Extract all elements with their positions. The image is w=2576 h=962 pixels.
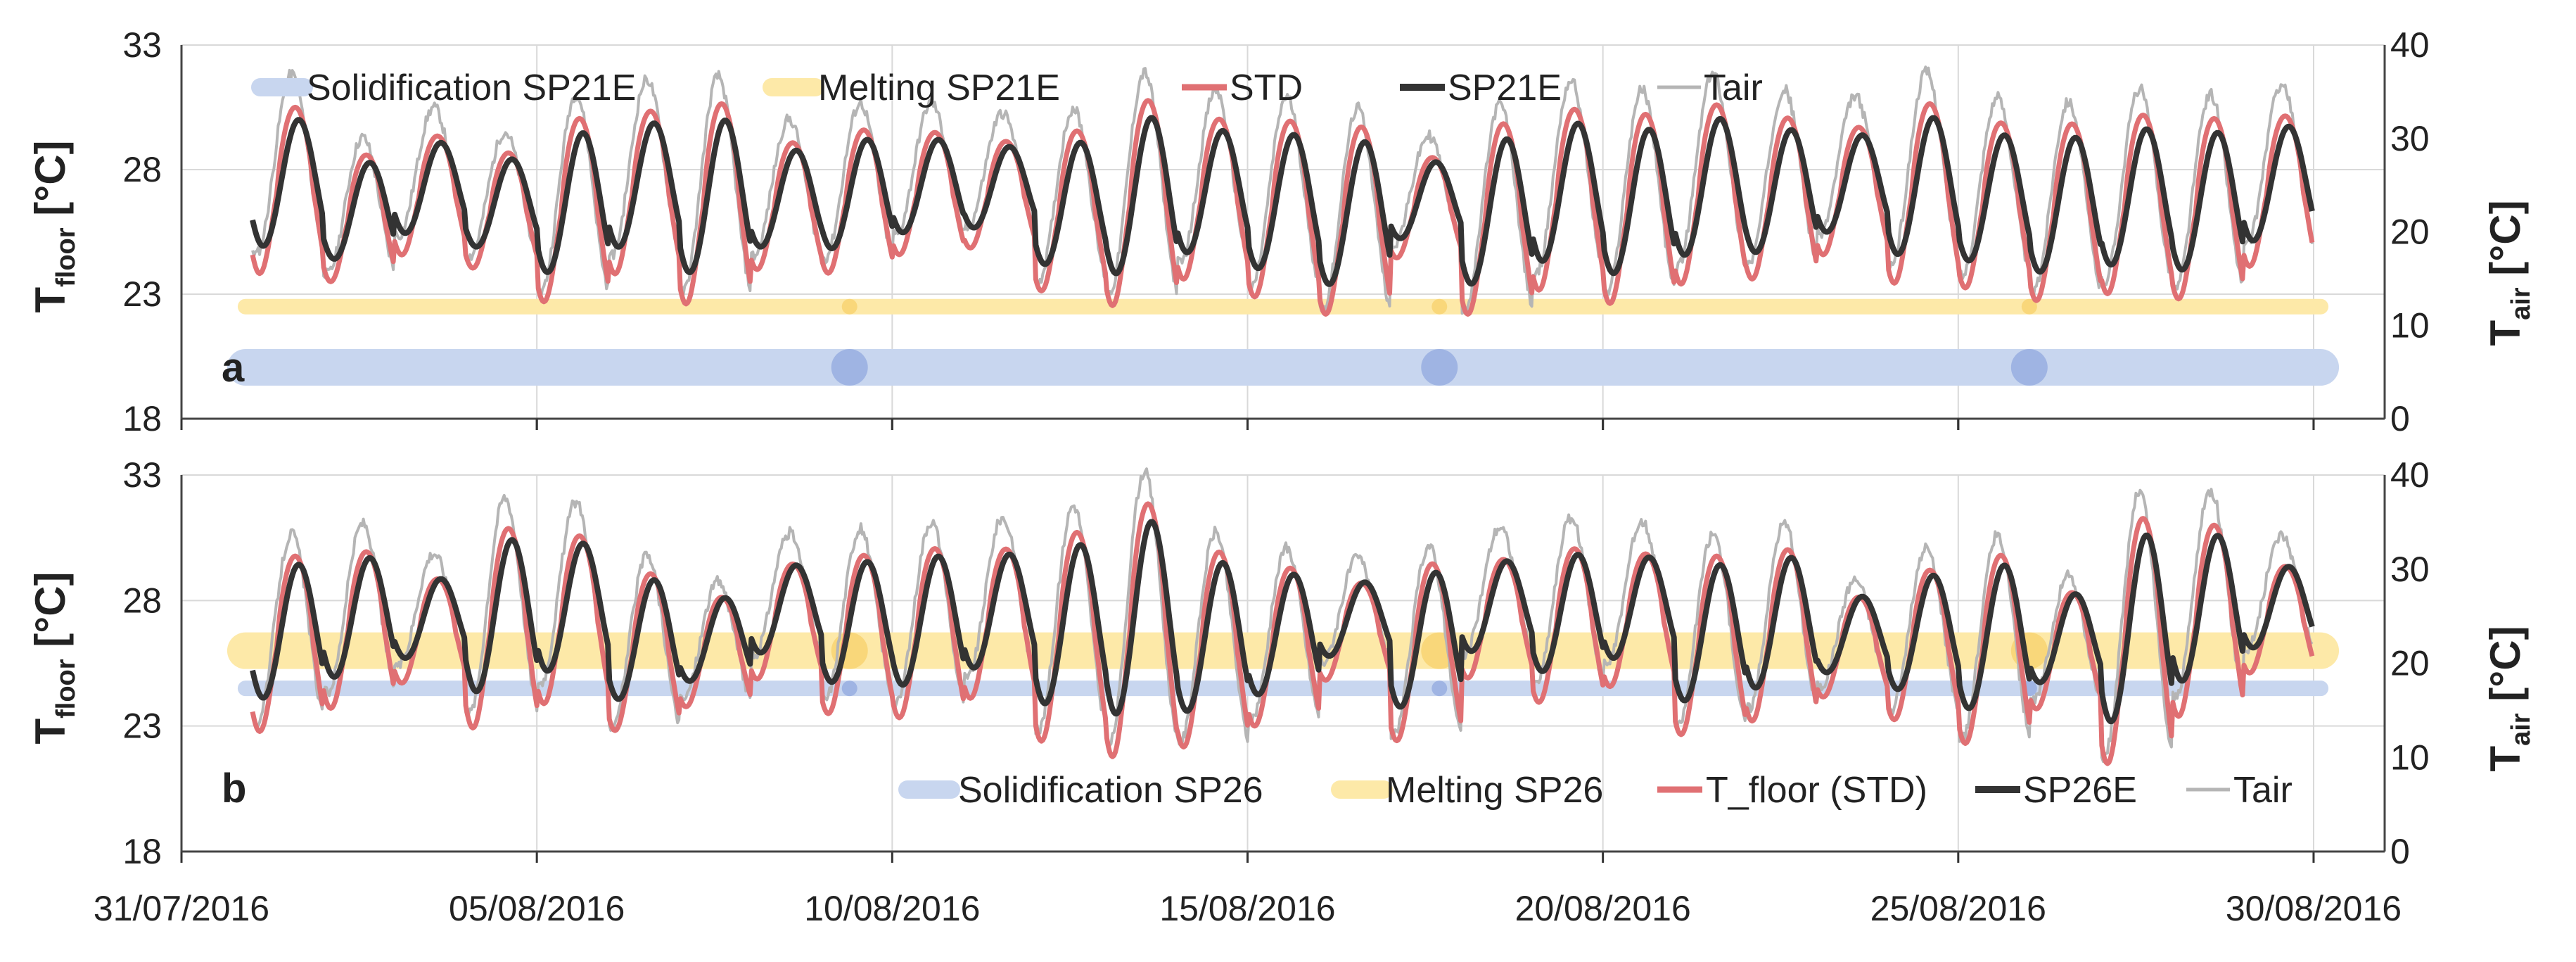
left-tick-label: 33 <box>122 25 162 65</box>
melting-marker <box>2021 298 2037 315</box>
x-tick-label: 31/07/2016 <box>94 889 269 928</box>
x-tick-label: 10/08/2016 <box>804 889 980 928</box>
right-axis-title-b-main: T <box>2482 746 2529 772</box>
solidification-marker <box>831 348 868 386</box>
svg-text:Tair [°C]: Tair [°C] <box>2482 200 2536 346</box>
panel-a-chart: 33 28 23 18 40 30 20 10 0 a Solidification SP21E… <box>122 25 2429 438</box>
right-tick-label: 20 <box>2390 644 2430 683</box>
solidification-marker <box>1421 348 1458 386</box>
right-tick-label: 30 <box>2390 550 2430 589</box>
x-tick-label: 15/08/2016 <box>1159 889 1335 928</box>
left-tick-label: 18 <box>122 399 162 438</box>
legend-label-sp26e: SP26E <box>2023 770 2137 811</box>
left-tick-label: 33 <box>122 455 162 495</box>
panel-a-letter: a <box>222 345 245 391</box>
panel-b-legend: Solidification SP26 Melting SP26 T_floor… <box>898 770 2293 811</box>
right-tick-label: 30 <box>2390 119 2430 158</box>
right-tick-label: 40 <box>2390 455 2430 495</box>
panel-a-bands <box>227 298 2340 386</box>
panel-b-letter: b <box>222 766 246 811</box>
solidification-marker <box>841 681 857 697</box>
legend-label-sp21e: SP21E <box>1448 68 1562 108</box>
left-tick-label: 23 <box>122 274 162 314</box>
left-tick-label: 28 <box>122 581 162 620</box>
panel-a-series <box>250 65 2315 317</box>
legend-label-solidification-sp21e: Solidification SP21E <box>307 68 636 108</box>
right-axis-title-a: Tair [°C] <box>2482 200 2536 346</box>
series-line-pcm <box>250 115 2315 287</box>
right-tick-label: 10 <box>2390 738 2430 777</box>
series-line-std <box>250 501 2315 766</box>
legend-label-tair-b: Tair <box>2233 770 2293 811</box>
right-axis-title-b-unit: [°C] <box>2482 626 2529 713</box>
left-axis-title-b-unit: [°C] <box>27 571 74 659</box>
left-axis-title-a: Tfloor [°C] <box>27 140 81 312</box>
right-tick-label: 40 <box>2390 25 2430 65</box>
right-tick-label: 10 <box>2390 305 2430 345</box>
left-axis-title-a-unit: [°C] <box>27 140 74 227</box>
right-axis-title-a-unit: [°C] <box>2482 200 2529 287</box>
legend-label-std: STD <box>1230 68 1303 108</box>
left-tick-label: 23 <box>122 707 162 746</box>
x-tick-label: 25/08/2016 <box>1870 889 2046 928</box>
panel-b-chart: 33 28 23 18 40 30 20 10 0 b Solidification SP26 … <box>122 455 2429 871</box>
right-tick-label: 0 <box>2390 832 2410 871</box>
panel-a-legend: Solidification SP21E Melting SP21E STD S… <box>251 68 1763 108</box>
left-axis-title-b-main: T <box>27 719 74 745</box>
solidification-marker <box>1432 681 1448 697</box>
legend-label-tfloor-std: T_floor (STD) <box>1706 770 1927 811</box>
right-tick-label: 0 <box>2390 399 2410 438</box>
right-tick-label: 20 <box>2390 213 2430 252</box>
x-axis-date-labels: 31/07/2016 05/08/2016 10/08/2016 15/08/2016… <box>94 419 2402 928</box>
right-axis-title-a-sub: air <box>2506 287 2536 320</box>
x-tick-label: 05/08/2016 <box>449 889 625 928</box>
panel-b-series <box>250 467 2315 766</box>
legend-label-melting-sp26: Melting SP26 <box>1386 770 1603 811</box>
svg-text:Tfloor [°C]: Tfloor [°C] <box>27 571 81 744</box>
left-tick-label: 28 <box>122 150 162 189</box>
left-axis-title-a-main: T <box>27 287 74 313</box>
series-line-pcm <box>250 519 2315 725</box>
series-line-std <box>250 98 2315 317</box>
legend-label-melting-sp21e: Melting SP21E <box>818 68 1060 108</box>
x-tick-label: 20/08/2016 <box>1515 889 1691 928</box>
legend-label-tair-a: Tair <box>1704 68 1763 108</box>
panel-b-axes <box>180 475 2386 863</box>
x-tick-label: 30/08/2016 <box>2226 889 2402 928</box>
right-axis-title-b: Tair [°C] <box>2482 626 2536 771</box>
melting-marker <box>1432 298 1448 315</box>
svg-text:Tfloor [°C]: Tfloor [°C] <box>27 140 81 312</box>
panel-b-tick-labels: 33 28 23 18 40 30 20 10 0 <box>122 455 2429 871</box>
melting-marker <box>841 298 857 315</box>
svg-text:Tair [°C]: Tair [°C] <box>2482 626 2536 771</box>
left-axis-title-b-sub: floor <box>51 659 81 719</box>
left-axis-title-b: Tfloor [°C] <box>27 571 81 744</box>
right-axis-title-a-main: T <box>2482 320 2529 346</box>
left-tick-label: 18 <box>122 832 162 871</box>
legend-label-solidification-sp26: Solidification SP26 <box>958 770 1263 811</box>
panel-a-tick-labels: 33 28 23 18 40 30 20 10 0 <box>122 25 2429 438</box>
right-axis-title-b-sub: air <box>2506 713 2536 746</box>
left-axis-title-a-sub: floor <box>51 227 81 287</box>
solidification-marker <box>2010 348 2048 386</box>
